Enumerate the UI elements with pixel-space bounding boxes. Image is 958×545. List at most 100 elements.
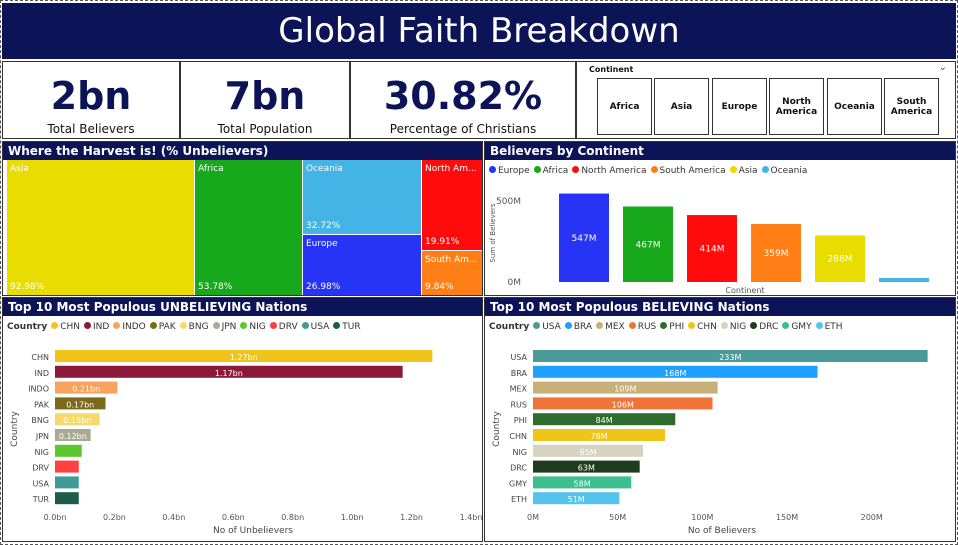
legend-item-indo[interactable]: INDO	[113, 322, 146, 332]
bar-drv[interactable]	[55, 460, 79, 473]
legend-dot	[750, 322, 758, 329]
legend-item-asia[interactable]: Asia	[729, 166, 758, 176]
bar-value-label: 359M	[764, 249, 789, 259]
dashboard-title: Global Faith Breakdown	[2, 3, 956, 59]
bar-rus[interactable]	[533, 397, 713, 410]
bar-chn[interactable]	[533, 429, 666, 441]
bar-usa[interactable]	[55, 476, 79, 489]
treemap-tile-asia[interactable]: Asia 92.98%	[7, 160, 194, 295]
bar-value-label: 0.21bn	[72, 385, 100, 394]
category-label: USA	[510, 353, 527, 362]
chevron-down-icon[interactable]: ⌄	[938, 62, 947, 73]
legend-item-africa[interactable]: Africa	[533, 166, 568, 176]
legend-item-tur[interactable]: TUR	[333, 322, 361, 332]
legend-item-nig[interactable]: NIG	[240, 322, 266, 332]
category-label: GMY	[509, 479, 527, 488]
legend-item-drc[interactable]: DRC	[750, 322, 778, 332]
tile-pct: 92.98%	[10, 282, 45, 292]
legend-item-mex[interactable]: MEX	[596, 322, 625, 332]
bar-drc[interactable]	[533, 460, 640, 473]
treemap-tile-north-america[interactable]: North Am... 19.91%	[422, 160, 482, 250]
legend-item-gmy[interactable]: GMY	[782, 322, 812, 332]
bar-europe[interactable]	[559, 193, 609, 282]
x-tick-label: 50M	[609, 513, 626, 522]
slicer-option-south-america[interactable]: South America	[884, 78, 939, 135]
category-label: DRC	[510, 464, 527, 473]
tile-name: Asia	[10, 164, 29, 174]
bar-oceania[interactable]	[879, 277, 929, 282]
continent-legend: Europe Africa North America South America As…	[489, 166, 811, 176]
bar-north-america[interactable]	[687, 215, 737, 282]
bar-tur[interactable]	[55, 492, 79, 505]
bar-bng[interactable]	[55, 413, 100, 426]
bar-south-america[interactable]	[751, 223, 801, 282]
category-label: BRA	[511, 369, 528, 378]
treemap-tile-africa[interactable]: Africa 53.78%	[195, 160, 302, 295]
legend-dot	[179, 322, 187, 329]
slicer-option-oceania[interactable]: Oceania	[827, 78, 882, 135]
bar-value-label: 65M	[579, 448, 596, 457]
legend-item-drv[interactable]: DRV	[269, 322, 298, 332]
slicer-title: Continent	[589, 65, 634, 74]
believing-bar-chart: USA 233M BRA 168M MEX 109M RUS 106M PHI 84M CHN 78M…	[492, 350, 928, 536]
bar-jpn[interactable]	[55, 429, 91, 441]
legend-item-nig[interactable]: NIG	[720, 322, 746, 332]
category-label: MEX	[510, 385, 528, 394]
bar-value-label: 547M	[572, 234, 597, 244]
tile-name: Africa	[198, 164, 224, 174]
slicer-option-asia[interactable]: Asia	[654, 78, 709, 135]
kpi-total-believers: 2bn Total Believers	[2, 61, 180, 139]
bar-usa[interactable]	[533, 350, 928, 362]
legend-item-europe[interactable]: Europe	[489, 166, 530, 176]
legend-item-oceania[interactable]: Oceania	[761, 166, 807, 176]
legend-item-bng[interactable]: BNG	[179, 322, 209, 332]
bar-value-label: 233M	[719, 353, 741, 362]
bar-eth[interactable]	[533, 492, 620, 505]
category-label: TUR	[32, 495, 50, 504]
bar-value-label: 467M	[636, 240, 661, 250]
slicer-option-europe[interactable]: Europe	[712, 78, 767, 135]
treemap-tile-europe[interactable]: Europe 26.98%	[303, 235, 421, 295]
bar-nig[interactable]	[55, 444, 82, 457]
slicer-option-africa[interactable]: Africa	[597, 78, 652, 135]
legend-item-chn[interactable]: CHN	[51, 322, 80, 332]
legend-item-phi[interactable]: PHI	[660, 322, 684, 332]
bar-bra[interactable]	[533, 365, 818, 378]
bar-ind[interactable]	[55, 365, 403, 378]
bar-africa[interactable]	[623, 206, 673, 282]
legend-item-bra[interactable]: BRA	[564, 322, 592, 332]
bar-phi[interactable]	[533, 413, 676, 426]
believing-legend: Country USA BRA MEX RUS PHI CHN NIG DRC GMY ETH	[489, 322, 847, 332]
y-tick-label: 500M	[496, 197, 521, 207]
legend-item-chn[interactable]: CHN	[688, 322, 717, 332]
bar-value-label: 1.17bn	[215, 369, 243, 378]
legend-item-usa[interactable]: USA	[301, 322, 329, 332]
legend-item-north-america[interactable]: North America	[572, 166, 647, 176]
unbelieving-bar-chart: CHN 1.27bn IND 1.17bn INDO 0.21bn PAK 0.17bn BNG…	[10, 350, 482, 536]
unbelieving-legend: Country CHN IND INDO PAK BNG JPN NIG DRV USA TUR	[7, 322, 365, 332]
legend-dot	[761, 166, 769, 173]
legend-item-rus[interactable]: RUS	[628, 322, 656, 332]
treemap-tile-south-america[interactable]: South Am... 9.84%	[422, 251, 482, 295]
bar-indo[interactable]	[55, 381, 118, 394]
legend-item-ind[interactable]: IND	[84, 322, 109, 332]
bar-asia[interactable]	[815, 235, 865, 282]
bar-pak[interactable]	[55, 397, 106, 410]
legend-item-pak[interactable]: PAK	[149, 322, 176, 332]
legend-label: DRC	[759, 322, 779, 332]
legend-item-eth[interactable]: ETH	[815, 322, 843, 332]
tile-name: North Am...	[425, 164, 477, 174]
legend-item-jpn[interactable]: JPN	[212, 322, 236, 332]
bar-chn[interactable]	[55, 350, 433, 362]
bar-value-label: 84M	[596, 416, 613, 425]
legend-item-usa[interactable]: USA	[533, 322, 561, 332]
kpi-percentage-christians: 30.82% Percentage of Christians	[350, 61, 576, 139]
bar-gmy[interactable]	[533, 476, 632, 489]
tile-pct: 26.98%	[306, 282, 341, 292]
legend-label: BNG	[188, 322, 209, 332]
slicer-option-north-america[interactable]: North America	[769, 78, 824, 135]
legend-item-south-america[interactable]: South America	[650, 166, 726, 176]
bar-mex[interactable]	[533, 381, 718, 394]
treemap-tile-oceania[interactable]: Oceania 32.72%	[303, 160, 421, 234]
bar-nig[interactable]	[533, 444, 644, 457]
